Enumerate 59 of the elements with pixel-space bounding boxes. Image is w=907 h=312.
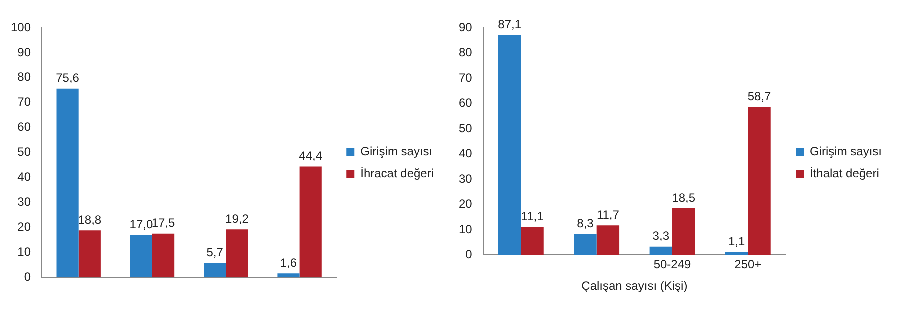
y-tick-label: 70	[458, 70, 473, 85]
data-label: 11,1	[521, 209, 544, 224]
data-label: 5,7	[206, 246, 224, 260]
legend-label: Girişim sayısı	[360, 144, 433, 158]
data-label: 87,1	[498, 18, 522, 32]
data-label: 17,0	[130, 217, 154, 232]
y-tick-label: 80	[458, 46, 473, 60]
y-tick-label: 0	[24, 270, 32, 284]
y-tick-label: 80	[18, 70, 32, 84]
y-tick-label: 50	[458, 121, 473, 136]
data-label: 8,3	[577, 216, 594, 231]
bar	[152, 234, 175, 278]
data-label: 1,6	[280, 256, 298, 270]
bar	[596, 226, 620, 256]
data-label: 75,6	[56, 71, 80, 86]
bar	[78, 230, 101, 278]
y-tick-label: 90	[458, 20, 473, 34]
x-axis-title: Çalışan sayısı (Kişi)	[582, 279, 688, 294]
bar	[204, 263, 226, 278]
y-tick-label: 100	[10, 20, 32, 34]
legend-label: Girişim sayısı	[810, 144, 882, 158]
data-label: 11,7	[596, 208, 620, 222]
data-label: 1,1	[728, 234, 746, 249]
y-tick-label: 10	[458, 222, 473, 236]
data-label: 18,5	[672, 190, 696, 205]
bar	[650, 246, 673, 256]
data-label: 19,2	[226, 212, 250, 226]
data-label: 58,7	[748, 89, 772, 104]
bar	[130, 235, 152, 278]
bar	[574, 234, 597, 256]
x-tick-label: 50-249	[654, 258, 692, 272]
y-tick-label: 20	[18, 220, 32, 234]
y-tick-label: 30	[458, 172, 473, 186]
bar	[278, 274, 300, 278]
bar	[226, 230, 248, 278]
y-tick-label: 30	[18, 195, 32, 210]
bar	[748, 107, 771, 256]
data-label: 17,5	[152, 216, 176, 230]
bar	[300, 166, 322, 278]
x-tick-label: 250+	[734, 258, 762, 272]
y-tick-label: 90	[18, 45, 32, 60]
y-tick-label: 0	[466, 248, 473, 262]
bar	[56, 88, 79, 278]
bar	[672, 208, 696, 256]
y-tick-label: 50	[18, 145, 32, 160]
legend-label: İthalat değeri	[810, 166, 880, 180]
data-label: 3,3	[652, 229, 670, 244]
y-tick-label: 40	[18, 170, 32, 184]
bar	[498, 35, 522, 256]
y-tick-label: 10	[18, 244, 32, 259]
y-tick-label: 60	[458, 96, 473, 110]
data-label: 44,4	[299, 149, 323, 164]
y-tick-label: 20	[458, 197, 473, 212]
y-tick-label: 70	[18, 95, 32, 110]
data-label: 18,8	[78, 212, 102, 227]
legend-label: İhracat değeri	[360, 166, 434, 180]
y-tick-label: 60	[18, 120, 32, 134]
y-tick-label: 40	[458, 146, 473, 161]
bar	[521, 227, 544, 256]
